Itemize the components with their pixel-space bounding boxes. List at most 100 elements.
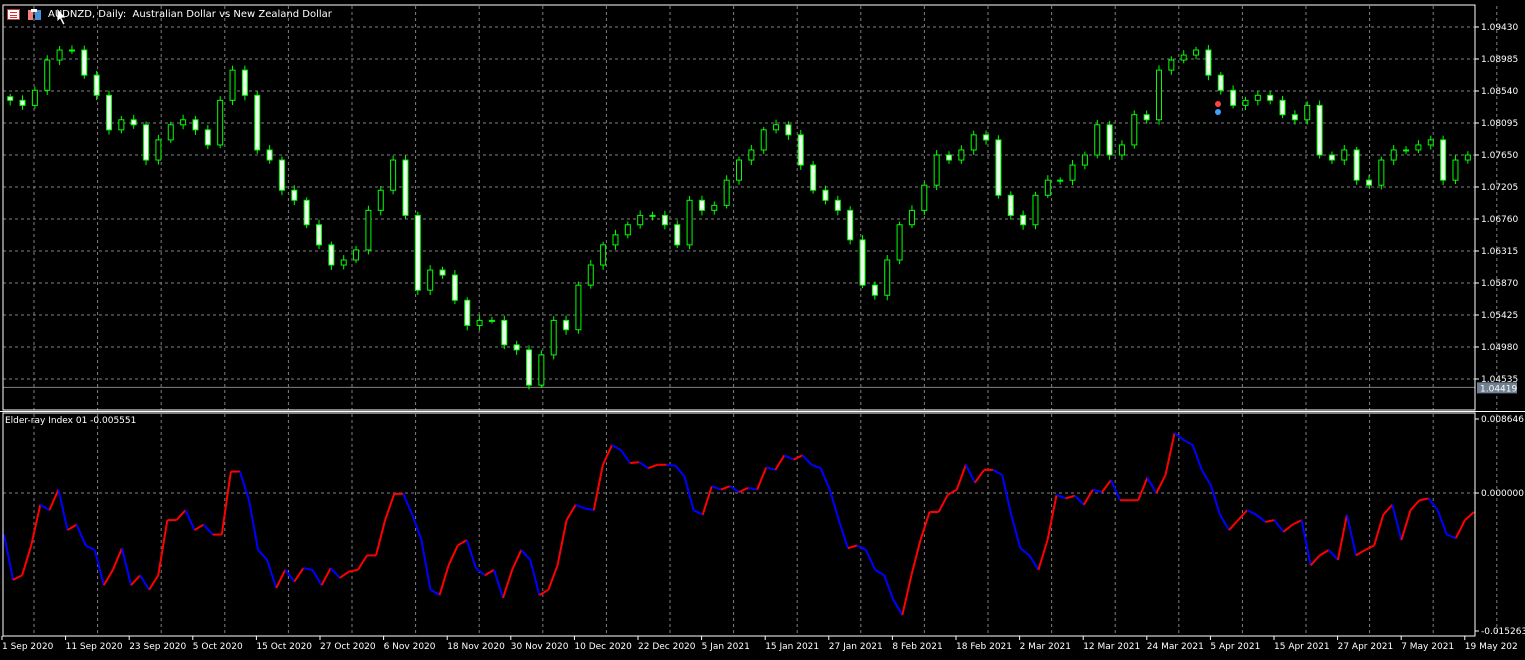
candle-bull	[1464, 154, 1471, 161]
indicator-segment	[892, 599, 904, 616]
indicator-segment	[955, 464, 967, 490]
indicator-segment	[601, 444, 613, 466]
candle-bull	[427, 269, 434, 291]
candle-bull	[1415, 144, 1422, 151]
candle-bear	[1440, 139, 1447, 181]
indicator-segment	[1419, 497, 1429, 502]
indicator-segment	[1173, 432, 1185, 441]
price-tick-label: 1.08095	[1481, 119, 1518, 129]
candle-bear	[1020, 214, 1027, 226]
indicator-segment	[411, 514, 423, 541]
indicator-segment	[357, 554, 368, 571]
indicator-segment	[465, 539, 477, 569]
chart-toolbox-icon[interactable]	[28, 9, 41, 20]
candle-bull	[390, 159, 397, 191]
indicator-segment	[992, 469, 1003, 476]
candle-bull	[921, 184, 928, 211]
time-tick-label: 8 Feb 2021	[892, 642, 942, 652]
time-tick-label: 22 Dec 2020	[638, 642, 696, 652]
candle-bear	[241, 69, 248, 96]
candle-bull	[1032, 194, 1039, 226]
indicator-segment	[1400, 509, 1412, 541]
indicator-segment	[1092, 488, 1103, 494]
indicator-segment	[901, 575, 913, 616]
candle-bear	[661, 214, 668, 226]
indicator-segment	[311, 569, 323, 586]
indicator-segment	[248, 500, 260, 551]
indicator-segment	[157, 519, 169, 576]
time-tick-label: 11 Sep 2020	[66, 642, 123, 652]
indicator-segment	[329, 567, 341, 579]
time-tick-label: 10 Dec 2020	[574, 642, 632, 652]
indicator-segment	[238, 471, 250, 501]
candle-bull	[1131, 114, 1138, 146]
indicator-segment	[493, 569, 505, 599]
indicator-segment	[1427, 497, 1439, 511]
indicator-segment	[674, 464, 686, 478]
candle-bull	[587, 264, 594, 286]
candle-bear	[1106, 124, 1113, 156]
indicator-segment	[565, 504, 577, 521]
indicator-segment	[638, 461, 649, 470]
indicator-segment	[275, 569, 287, 589]
indicator-segment	[284, 569, 296, 583]
indicator-segment	[538, 588, 549, 597]
price-tick-label: 1.07205	[1481, 183, 1518, 193]
candle-bull	[1168, 59, 1175, 71]
indicator-segment	[220, 471, 232, 535]
indicator-segment	[1164, 432, 1176, 476]
price-tick-label: 1.04535	[1481, 375, 1518, 385]
candlestick-series	[7, 44, 1471, 390]
indicator-segment	[1074, 495, 1085, 506]
indicator-segment	[130, 574, 141, 586]
candle-bear	[810, 164, 817, 191]
candle-bull	[1403, 149, 1410, 152]
indicator-segment	[402, 493, 414, 516]
indicator-segment	[1082, 489, 1094, 506]
indicator-segment	[801, 454, 813, 466]
candle-bear	[1205, 49, 1212, 76]
indicator-segment	[774, 454, 786, 471]
indicator-segment	[1155, 474, 1167, 494]
indicator-segment	[1010, 514, 1022, 549]
candle-bull	[736, 159, 742, 181]
indicator-segment	[910, 539, 922, 576]
candle-bear	[291, 189, 298, 201]
candle-bear	[204, 129, 211, 146]
trade-arrow-icon	[1215, 101, 1221, 115]
indicator-segment	[529, 559, 541, 596]
candle-bear	[698, 199, 705, 211]
mouse-cursor-icon	[56, 6, 67, 26]
candle-bull	[884, 259, 891, 296]
indicator-segment	[974, 469, 985, 484]
candle-bull	[575, 284, 582, 331]
candle-bear	[797, 134, 804, 166]
candle-bull	[365, 209, 372, 251]
candle-bear	[254, 94, 261, 151]
indicator-segment	[67, 523, 78, 531]
candle-bull	[488, 319, 495, 322]
candle-bear	[785, 124, 792, 136]
candle-bull	[56, 49, 63, 61]
candle-bull	[538, 354, 545, 386]
candle-bear	[563, 319, 570, 331]
indicator-segment	[1146, 477, 1158, 494]
indicator-segment	[1137, 477, 1149, 501]
candle-bull	[1427, 139, 1434, 146]
indicator-segment	[420, 539, 432, 590]
indicator-segment	[937, 494, 949, 513]
indicator-segment	[303, 567, 313, 571]
candle-bull	[1069, 164, 1076, 181]
indicator-segment	[384, 493, 396, 521]
list-icon[interactable]	[7, 9, 20, 20]
price-tick-label: 1.08540	[1481, 87, 1518, 97]
indicator-segment	[39, 503, 50, 512]
indicator-segment	[475, 567, 486, 577]
candle-bear	[859, 239, 866, 286]
candle-bull	[896, 224, 903, 261]
time-tick-label: 27 Jan 2021	[829, 642, 883, 652]
indicator-segment	[747, 486, 758, 491]
candle-bear	[1279, 99, 1286, 116]
indicator-segment	[847, 544, 858, 550]
